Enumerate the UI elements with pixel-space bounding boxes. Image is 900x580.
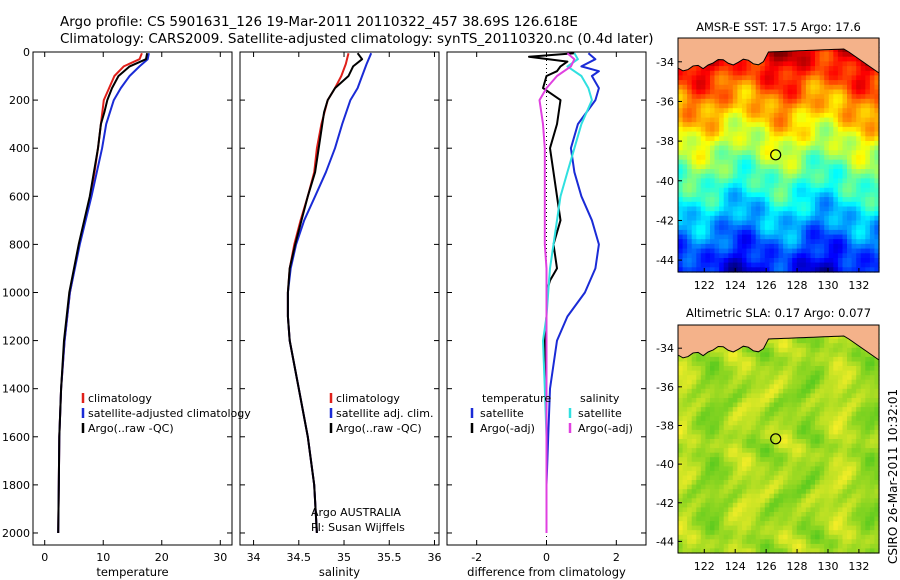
legend-label: climatology xyxy=(88,392,152,405)
series-line-3 xyxy=(286,52,364,534)
annotation-text: Argo AUSTRALIA xyxy=(311,506,401,519)
y-tick-label: -36 xyxy=(656,381,674,394)
map-title: Altimetric SLA: 0.17 Argo: 0.077 xyxy=(686,306,871,320)
legend-label: Argo(..raw -QC) xyxy=(336,422,422,435)
series-line-4 xyxy=(538,52,576,533)
series-line-1 xyxy=(545,52,600,533)
map-title: AMSR-E SST: 17.5 Argo: 17.6 xyxy=(696,20,861,34)
y-tick-label: 2000 xyxy=(2,527,30,540)
series-line-2 xyxy=(286,52,373,534)
legend-label: Argo(-adj) xyxy=(578,422,633,435)
map-frame xyxy=(677,37,880,273)
series-line-2 xyxy=(57,53,150,534)
y-tick-label: -34 xyxy=(656,342,674,355)
x-tick-label: 128 xyxy=(787,279,808,292)
y-tick-label: 1400 xyxy=(2,383,30,396)
x-tick-label: 20 xyxy=(155,551,169,564)
profile-panel-1: 0 10 20 30 temperature 0 200 400 600 800 1000 1200 1… xyxy=(2,46,251,579)
land-mask xyxy=(678,38,879,73)
x-tick-label: 124 xyxy=(725,279,746,292)
y-tick-label: 1600 xyxy=(2,431,30,444)
legend-heading: temperature xyxy=(482,392,551,405)
panel-frame xyxy=(32,51,233,546)
series-line-3 xyxy=(542,52,593,533)
y-tick-label: 600 xyxy=(9,190,30,203)
y-tick-label: -40 xyxy=(656,175,674,188)
y-tick-label: 1200 xyxy=(2,335,30,348)
x-tick-label: 126 xyxy=(756,560,777,573)
legend-heading: salinity xyxy=(580,392,620,405)
y-tick-label: 0 xyxy=(23,46,30,59)
y-tick-label: 400 xyxy=(9,142,30,155)
float-position-marker xyxy=(770,433,782,445)
y-tick-label: -42 xyxy=(656,214,674,227)
y-tick-label: -44 xyxy=(656,254,674,267)
legend-label: satellite adj. clim. xyxy=(336,407,433,420)
x-tick-label: 0 xyxy=(41,551,48,564)
coastline xyxy=(677,48,880,74)
legend-label: satellite xyxy=(578,407,622,420)
x-tick-label: 10 xyxy=(96,551,110,564)
y-tick-label: -38 xyxy=(656,135,674,148)
x-tick-label: 122 xyxy=(694,560,715,573)
y-tick-label: -40 xyxy=(656,458,674,471)
x-tick-label: 132 xyxy=(848,560,869,573)
x-tick-label: 130 xyxy=(817,560,838,573)
climatology-subtitle: Climatology: CARS2009. Satellite-adjuste… xyxy=(60,31,654,47)
x-tick-label: 35 xyxy=(337,551,351,564)
y-tick-label: -42 xyxy=(656,497,674,510)
x-tick-label: 124 xyxy=(725,560,746,573)
x-tick-label: 35.5 xyxy=(377,551,402,564)
y-tick-label: 1800 xyxy=(2,479,30,492)
x-axis-label: temperature xyxy=(96,565,168,579)
profile-panel-2: 34 34.5 35 35.5 36 salinity climatology satelli… xyxy=(239,51,441,579)
series-line-2 xyxy=(528,52,575,533)
x-tick-label: 36 xyxy=(427,551,441,564)
x-tick-label: 128 xyxy=(787,560,808,573)
sla-map-panel: Altimetric SLA: 0.17 Argo: 0.077 122 124 12… xyxy=(656,306,880,573)
y-tick-label: 200 xyxy=(9,94,30,107)
x-tick-label: -2 xyxy=(471,551,482,564)
annotation-text: PI: Susan Wijffels xyxy=(311,521,405,534)
legend-label: Argo(..raw -QC) xyxy=(88,422,174,435)
float-position-marker xyxy=(770,149,782,161)
x-tick-label: 130 xyxy=(817,279,838,292)
x-tick-label: 132 xyxy=(848,279,869,292)
y-tick-label: -36 xyxy=(656,95,674,108)
y-tick-label: -34 xyxy=(656,56,674,69)
x-tick-label: 2 xyxy=(613,551,620,564)
y-tick-label: 800 xyxy=(9,238,30,251)
y-tick-label: -38 xyxy=(656,419,674,432)
sst-map-panel: AMSR-E SST: 17.5 Argo: 17.6 122 124 126 128 1… xyxy=(656,20,880,292)
legend-label: Argo(-adj) xyxy=(480,422,535,435)
x-tick-label: 126 xyxy=(756,279,777,292)
series-line-3 xyxy=(57,53,149,534)
x-tick-label: 34 xyxy=(247,551,261,564)
x-tick-label: 34.5 xyxy=(287,551,312,564)
map-raster xyxy=(678,325,880,554)
x-axis-label: salinity xyxy=(319,565,360,579)
profile-title: Argo profile: CS 5901631_126 19-Mar-2011… xyxy=(60,14,578,30)
x-tick-label: 0 xyxy=(543,551,550,564)
legend-label: climatology xyxy=(336,392,400,405)
y-tick-label: -44 xyxy=(656,535,674,548)
legend-label: satellite xyxy=(480,407,524,420)
legend-label: satellite-adjusted climatology xyxy=(88,407,251,420)
panel-frame xyxy=(239,51,440,546)
x-axis-label: difference from climatology xyxy=(467,565,626,579)
map-frame xyxy=(677,324,880,554)
land-mask xyxy=(678,325,879,360)
x-tick-label: 30 xyxy=(213,551,227,564)
series-line-1 xyxy=(286,52,350,534)
y-tick-label: 1000 xyxy=(2,286,30,299)
map-raster xyxy=(678,38,880,273)
x-tick-label: 122 xyxy=(694,279,715,292)
coastline xyxy=(677,335,880,361)
